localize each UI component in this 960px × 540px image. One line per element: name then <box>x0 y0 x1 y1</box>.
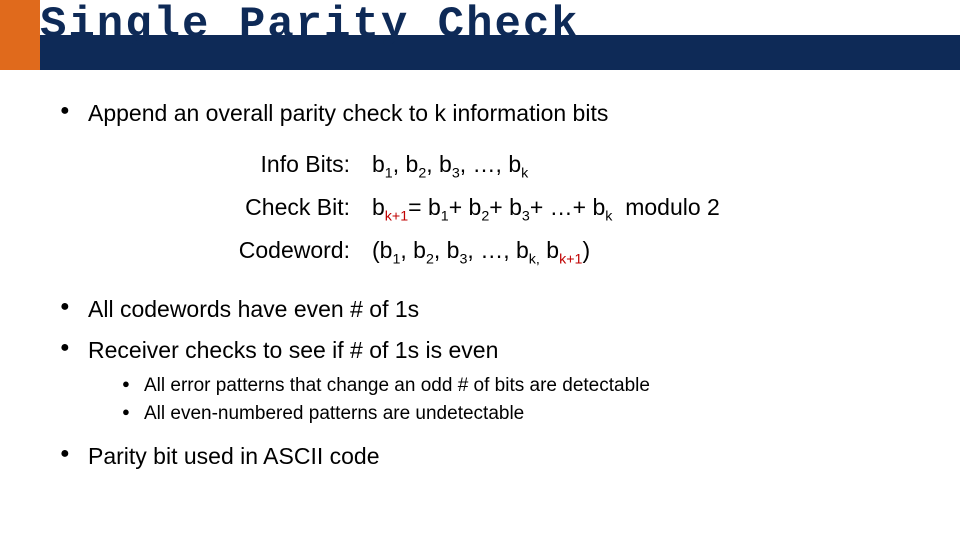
bullet-ascii: Parity bit used in ASCII code <box>60 441 905 472</box>
sub-bullet-odd-detectable: All error patterns that change an odd # … <box>122 372 905 400</box>
title-band: Single Parity Check <box>0 0 960 70</box>
bullet-even-ones: All codewords have even # of 1s <box>60 294 905 325</box>
def-label-check: Check Bit: <box>60 194 372 221</box>
bullet-list: Append an overall parity check to k info… <box>60 98 905 129</box>
definitions-block: Info Bits: b1, b2, b3, …, bk Check Bit: … <box>60 151 905 264</box>
slide-title: Single Parity Check <box>40 0 580 50</box>
def-row-info: Info Bits: b1, b2, b3, …, bk <box>60 151 905 178</box>
def-value-check: bk+1= b1+ b2+ b3+ …+ bk modulo 2 <box>372 194 905 221</box>
def-row-codeword: Codeword: (b1, b2, b3, …, bk, bk+1) <box>60 237 905 264</box>
def-value-codeword: (b1, b2, b3, …, bk, bk+1) <box>372 237 905 264</box>
bullet-append-parity: Append an overall parity check to k info… <box>60 98 905 129</box>
def-row-check: Check Bit: bk+1= b1+ b2+ b3+ …+ bk modul… <box>60 194 905 221</box>
def-label-codeword: Codeword: <box>60 237 372 264</box>
bullet-list-lower: All codewords have even # of 1s Receiver… <box>60 294 905 472</box>
def-label-info: Info Bits: <box>60 151 372 178</box>
def-value-info: b1, b2, b3, …, bk <box>372 151 905 178</box>
sub-bullet-list: All error patterns that change an odd # … <box>88 372 905 427</box>
bullet-receiver-check-text: Receiver checks to see if # of 1s is eve… <box>88 337 498 363</box>
slide-content: Append an overall parity check to k info… <box>0 70 960 472</box>
bullet-receiver-check: Receiver checks to see if # of 1s is eve… <box>60 335 905 427</box>
sub-bullet-even-undetectable: All even-numbered patterns are undetecta… <box>122 400 905 428</box>
title-orange-block <box>0 0 40 70</box>
